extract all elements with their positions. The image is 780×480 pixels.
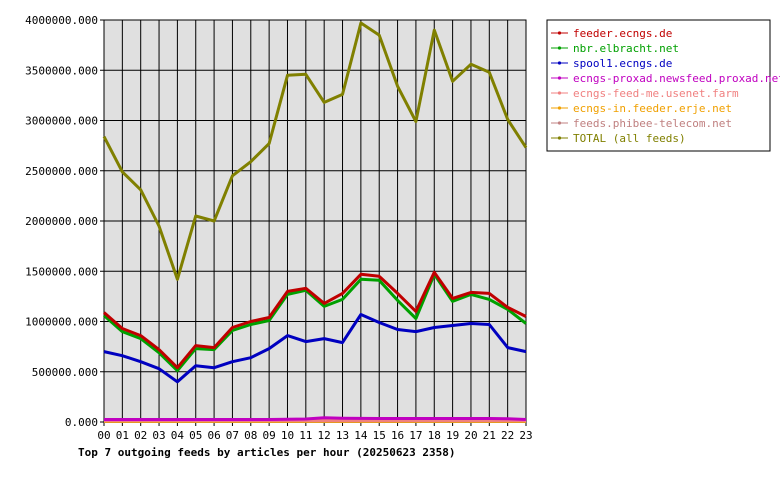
x-tick-label: 18: [428, 429, 441, 442]
legend-marker: [557, 121, 562, 125]
series-line: [103, 313, 527, 384]
legend-marker: [557, 106, 562, 110]
y-tick-label: 0.000: [65, 416, 98, 429]
series-lines: [102, 21, 528, 423]
legend-label: feeds.phibee-telecom.net: [573, 117, 732, 130]
x-tick-label: 05: [189, 429, 202, 442]
y-tick-label: 2500000.000: [25, 165, 98, 178]
legend-label: TOTAL (all feeds): [573, 132, 686, 145]
y-tick-label: 1500000.000: [25, 265, 98, 278]
x-tick-label: 12: [318, 429, 331, 442]
y-tick-label: 4000000.000: [25, 14, 98, 27]
x-tick-label: 23: [519, 429, 532, 442]
x-tick-label: 15: [373, 429, 386, 442]
x-tick-label: 14: [354, 429, 368, 442]
legend: feeder.ecngs.de nbr.elbracht.net spool1.ec…: [546, 19, 780, 152]
x-tick-label: 20: [464, 429, 477, 442]
legend-marker: [557, 91, 562, 95]
x-tick-label: 06: [207, 429, 220, 442]
x-tick-label: 07: [226, 429, 239, 442]
legend-label: feeder.ecngs.de: [573, 27, 672, 40]
legend-label: ecngs-feed-me.usenet.farm: [573, 87, 739, 100]
legend-marker: [557, 31, 562, 35]
x-tick-label: 01: [116, 429, 129, 442]
y-tick-label: 3000000.000: [25, 115, 98, 128]
series-line: [102, 21, 528, 281]
x-tick-label: 16: [391, 429, 404, 442]
x-tick-label: 11: [299, 429, 312, 442]
x-tick-label: 19: [446, 429, 459, 442]
legend-marker: [557, 136, 562, 140]
legend-marker: [557, 76, 562, 80]
legend-label: ecngs-proxad.newsfeed.proxad.net: [573, 72, 780, 85]
x-tick-label: 03: [152, 429, 165, 442]
legend-label: ecngs-in.feeder.erje.net: [573, 102, 732, 115]
x-tick-label: 22: [501, 429, 514, 442]
legend-marker: [557, 46, 562, 50]
legend-label: spool1.ecngs.de: [573, 57, 672, 70]
series-line: [104, 416, 527, 421]
x-axis-ticks: 00 01 02 03 04 05 06 07 08 09 10 11 12 13 14 15 16 17 18 19…: [97, 422, 533, 442]
series-line: [103, 270, 527, 370]
x-tick-label: 17: [409, 429, 422, 442]
x-tick-label: 02: [134, 429, 147, 442]
series-line: [103, 272, 527, 373]
chart-title: Top 7 outgoing feeds by articles per hou…: [78, 446, 456, 459]
y-tick-label: 1000000.000: [25, 316, 98, 329]
y-tick-label: 3500000.000: [25, 64, 98, 77]
x-tick-label: 21: [483, 429, 496, 442]
x-tick-label: 08: [244, 429, 257, 442]
x-tick-label: 10: [281, 429, 294, 442]
y-tick-label: 500000.000: [32, 366, 98, 379]
legend-box: [546, 19, 771, 152]
x-tick-label: 00: [97, 429, 110, 442]
x-tick-label: 04: [171, 429, 185, 442]
legend-label: nbr.elbracht.net: [573, 42, 679, 55]
y-axis-ticks: 0.000 500000.000 1000000.000 1500000.000 200…: [25, 14, 104, 429]
x-tick-label: 09: [263, 429, 276, 442]
legend-marker: [557, 61, 562, 65]
x-tick-label: 13: [336, 429, 349, 442]
y-tick-label: 2000000.000: [25, 215, 98, 228]
